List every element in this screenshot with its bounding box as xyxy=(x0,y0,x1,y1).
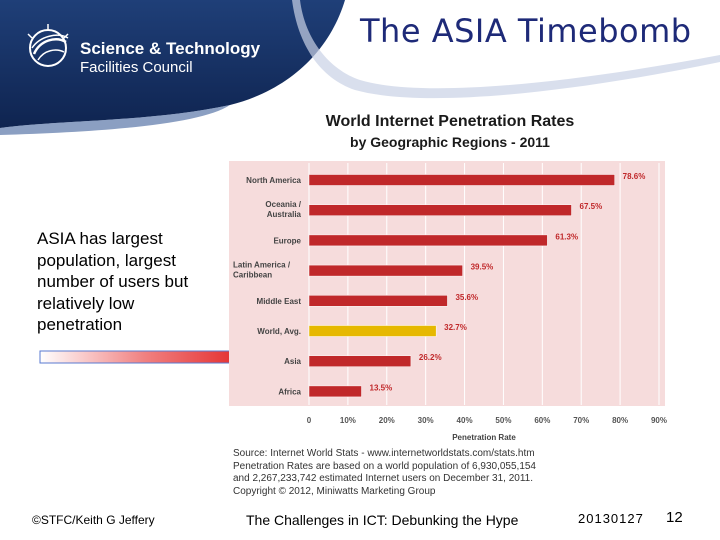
slide-title: The ASIA Timebomb xyxy=(360,12,692,50)
category-label: World, Avg. xyxy=(257,327,301,336)
footer-title: The Challenges in ICT: Debunking the Hyp… xyxy=(246,512,519,528)
footer-date: 20130127 xyxy=(578,511,644,526)
penetration-chart: World Internet Penetration Rates by Geog… xyxy=(229,113,667,442)
source-line: Copyright © 2012, Miniwatts Marketing Gr… xyxy=(233,485,436,497)
value-label: 61.3% xyxy=(555,232,578,241)
page-number: 12 xyxy=(666,509,683,526)
category-label: Europe xyxy=(273,236,301,245)
x-tick-label: 60% xyxy=(534,416,550,425)
category-label: Africa xyxy=(278,387,301,396)
category-label: Middle East xyxy=(257,297,302,306)
value-label: 26.2% xyxy=(419,353,442,362)
footer-copyright: ©STFC/Keith G Jeffery xyxy=(32,513,155,527)
bar xyxy=(308,204,572,216)
callout-text: ASIA has largest population, largest num… xyxy=(37,229,189,334)
bars xyxy=(308,174,615,398)
x-tick-label: 70% xyxy=(573,416,589,425)
org-name-line1: Science & Technology xyxy=(80,39,261,58)
chart-subtitle: by Geographic Regions - 2011 xyxy=(350,134,550,150)
value-label: 67.5% xyxy=(580,202,603,211)
x-tick-label: 90% xyxy=(651,416,667,425)
category-label: Caribbean xyxy=(233,271,272,280)
value-label: 32.7% xyxy=(444,323,467,332)
stfc-logo: Science & Technology Facilities Council xyxy=(22,22,260,82)
source-line: Source: Internet World Stats - www.inter… xyxy=(233,448,535,459)
category-label: Australia xyxy=(267,210,302,219)
category-label: Latin America / xyxy=(233,261,291,270)
category-label: Oceania / xyxy=(265,200,301,209)
category-labels: North America Oceania /Australia Europe Lat… xyxy=(233,176,302,396)
bar xyxy=(308,355,412,367)
source-note: Source: Internet World Stats - www.inter… xyxy=(233,448,563,498)
x-tick-label: 80% xyxy=(612,416,628,425)
x-tick-label: 30% xyxy=(418,416,434,425)
bar xyxy=(308,295,448,307)
bar xyxy=(308,234,548,247)
plot-area xyxy=(229,161,665,406)
x-tick-label: 10% xyxy=(340,416,356,425)
source-line: Penetration Rates are based on a world p… xyxy=(233,460,536,472)
org-name-line2: Facilities Council xyxy=(80,59,193,76)
x-tick-label: 40% xyxy=(457,416,473,425)
value-label: 39.5% xyxy=(471,263,494,272)
header-band xyxy=(0,0,720,135)
bar xyxy=(308,264,463,277)
x-tick-label: 50% xyxy=(495,416,511,425)
header: Science & Technology Facilities Council … xyxy=(0,0,720,135)
x-tick-label: 0 xyxy=(307,416,312,425)
x-tick-labels: 0 10% 20% 30% 40% 50% 60% 70% 80% 90% xyxy=(307,416,667,425)
bar xyxy=(308,325,437,337)
value-label: 13.5% xyxy=(370,383,393,392)
value-label: 35.6% xyxy=(455,293,478,302)
bar xyxy=(308,174,615,186)
source-line: and 2,267,233,742 estimated Internet use… xyxy=(233,473,534,484)
value-labels: 78.6% 67.5% 61.3% 39.5% 35.6% 32.7% 26.2% 13.5% xyxy=(370,172,646,392)
chart-title: World Internet Penetration Rates xyxy=(326,113,575,130)
bar xyxy=(308,385,362,398)
category-label: North America xyxy=(246,176,301,185)
category-label: Asia xyxy=(284,357,301,366)
x-tick-label: 20% xyxy=(379,416,395,425)
stfc-emblem-icon xyxy=(27,24,69,67)
value-label: 78.6% xyxy=(623,172,646,181)
x-axis-label: Penetration Rate xyxy=(452,433,516,442)
